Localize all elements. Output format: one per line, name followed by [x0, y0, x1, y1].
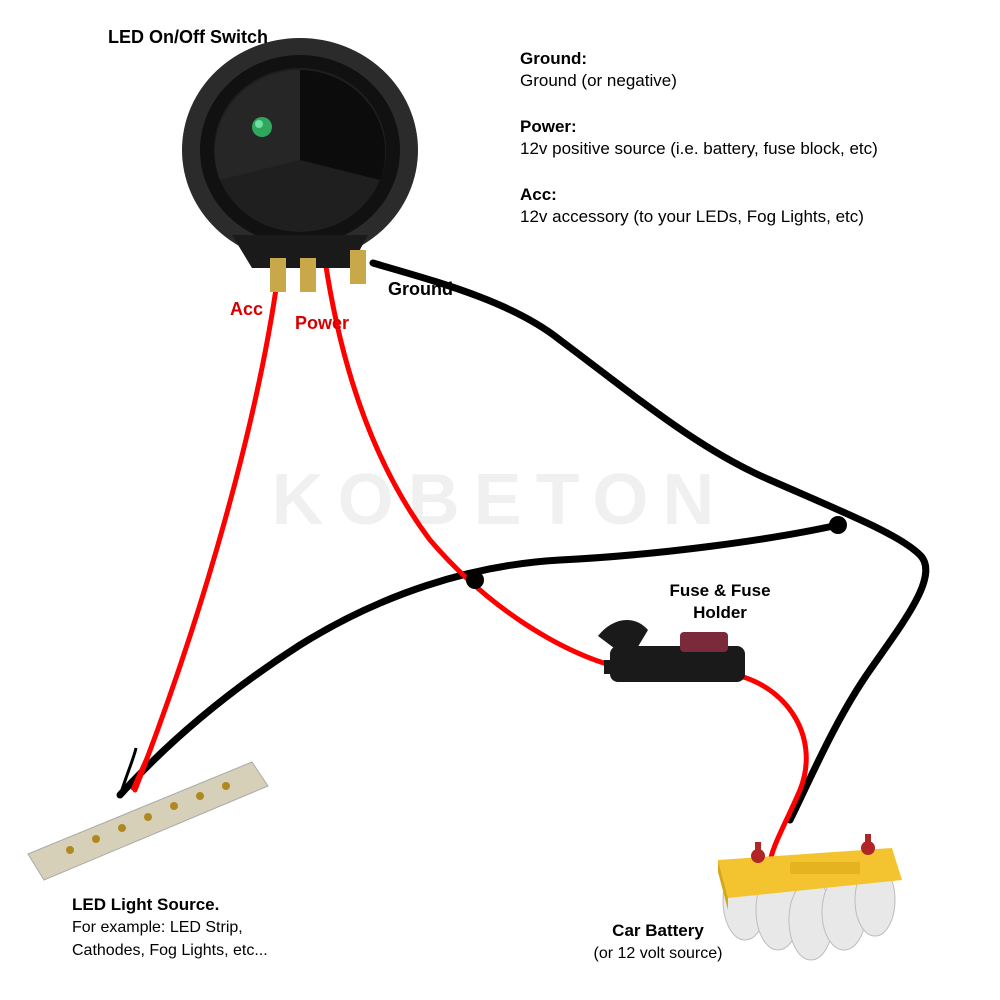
legend-ground: Ground: Ground (or negative): [520, 48, 960, 92]
battery-sub: (or 12 volt source): [594, 945, 723, 962]
led-source-heading: LED Light Source.: [72, 895, 219, 914]
legend-power: Power: 12v positive source (i.e. battery…: [520, 116, 960, 160]
legend-acc-body: 12v accessory (to your LEDs, Fog Lights,…: [520, 207, 864, 226]
legend-ground-body: Ground (or negative): [520, 71, 677, 90]
battery-heading: Car Battery: [612, 921, 704, 940]
fuse-heading: Fuse & Fuse: [669, 581, 770, 600]
fuse-label: Fuse & Fuse Holder: [650, 580, 790, 624]
pin-power-label: Power: [295, 312, 349, 335]
battery-label: Car Battery (or 12 volt source): [548, 920, 768, 965]
led-source-line1: For example: LED Strip,: [72, 919, 243, 936]
pin-acc-label: Acc: [230, 298, 263, 321]
led-source-label: LED Light Source. For example: LED Strip…: [72, 894, 372, 962]
legend-ground-heading: Ground:: [520, 49, 587, 68]
fuse-holder: [598, 620, 745, 682]
pin-ground-label: Ground: [388, 278, 453, 301]
led-source-line2: Cathodes, Fog Lights, etc...: [72, 942, 268, 959]
legend-acc: Acc: 12v accessory (to your LEDs, Fog Li…: [520, 184, 960, 228]
rocker-switch: [182, 38, 418, 292]
fuse-sub: Holder: [693, 603, 747, 622]
title: LED On/Off Switch: [108, 26, 268, 49]
legend-power-body: 12v positive source (i.e. battery, fuse …: [520, 139, 878, 158]
led-strip: [28, 742, 268, 880]
legend-acc-heading: Acc:: [520, 185, 557, 204]
watermark: KOBETON: [272, 459, 729, 541]
legend-power-heading: Power:: [520, 117, 577, 136]
